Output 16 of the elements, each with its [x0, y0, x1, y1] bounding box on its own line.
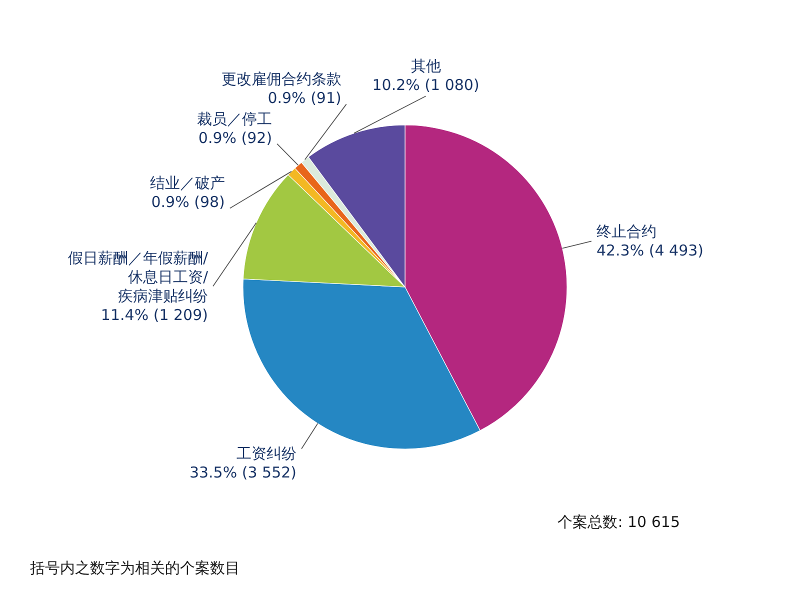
slice-label: 终止合约 — [596, 222, 656, 241]
slice-label: 其他 — [410, 57, 441, 76]
data-label: 42.3% (4 493) — [596, 242, 704, 260]
slice-label: 结业／破产 — [150, 174, 225, 192]
slice-label: 工资纠纷 — [236, 444, 297, 463]
data-label: 0.9% (92) — [198, 128, 272, 147]
data-label: 33.5% (3 552) — [189, 464, 297, 482]
data-label: 0.9% (91) — [268, 89, 342, 108]
data-label: 11.4% (1 209) — [100, 306, 208, 324]
slice-label: 更改雇佣合约条款 — [221, 70, 342, 88]
text: 个案总数: 10 615 — [558, 513, 680, 531]
data-label: 10.2% (1 080) — [372, 76, 480, 94]
data-label: 0.9% (98) — [151, 193, 225, 212]
slice-label: 裁员／停工 — [197, 110, 272, 128]
slice-label: 假日薪酬／年假薪酬/ 休息日工资/ 疾病津贴纠纷 — [68, 248, 209, 305]
text: 括号内之数字为相关的个案数目 — [30, 559, 240, 577]
